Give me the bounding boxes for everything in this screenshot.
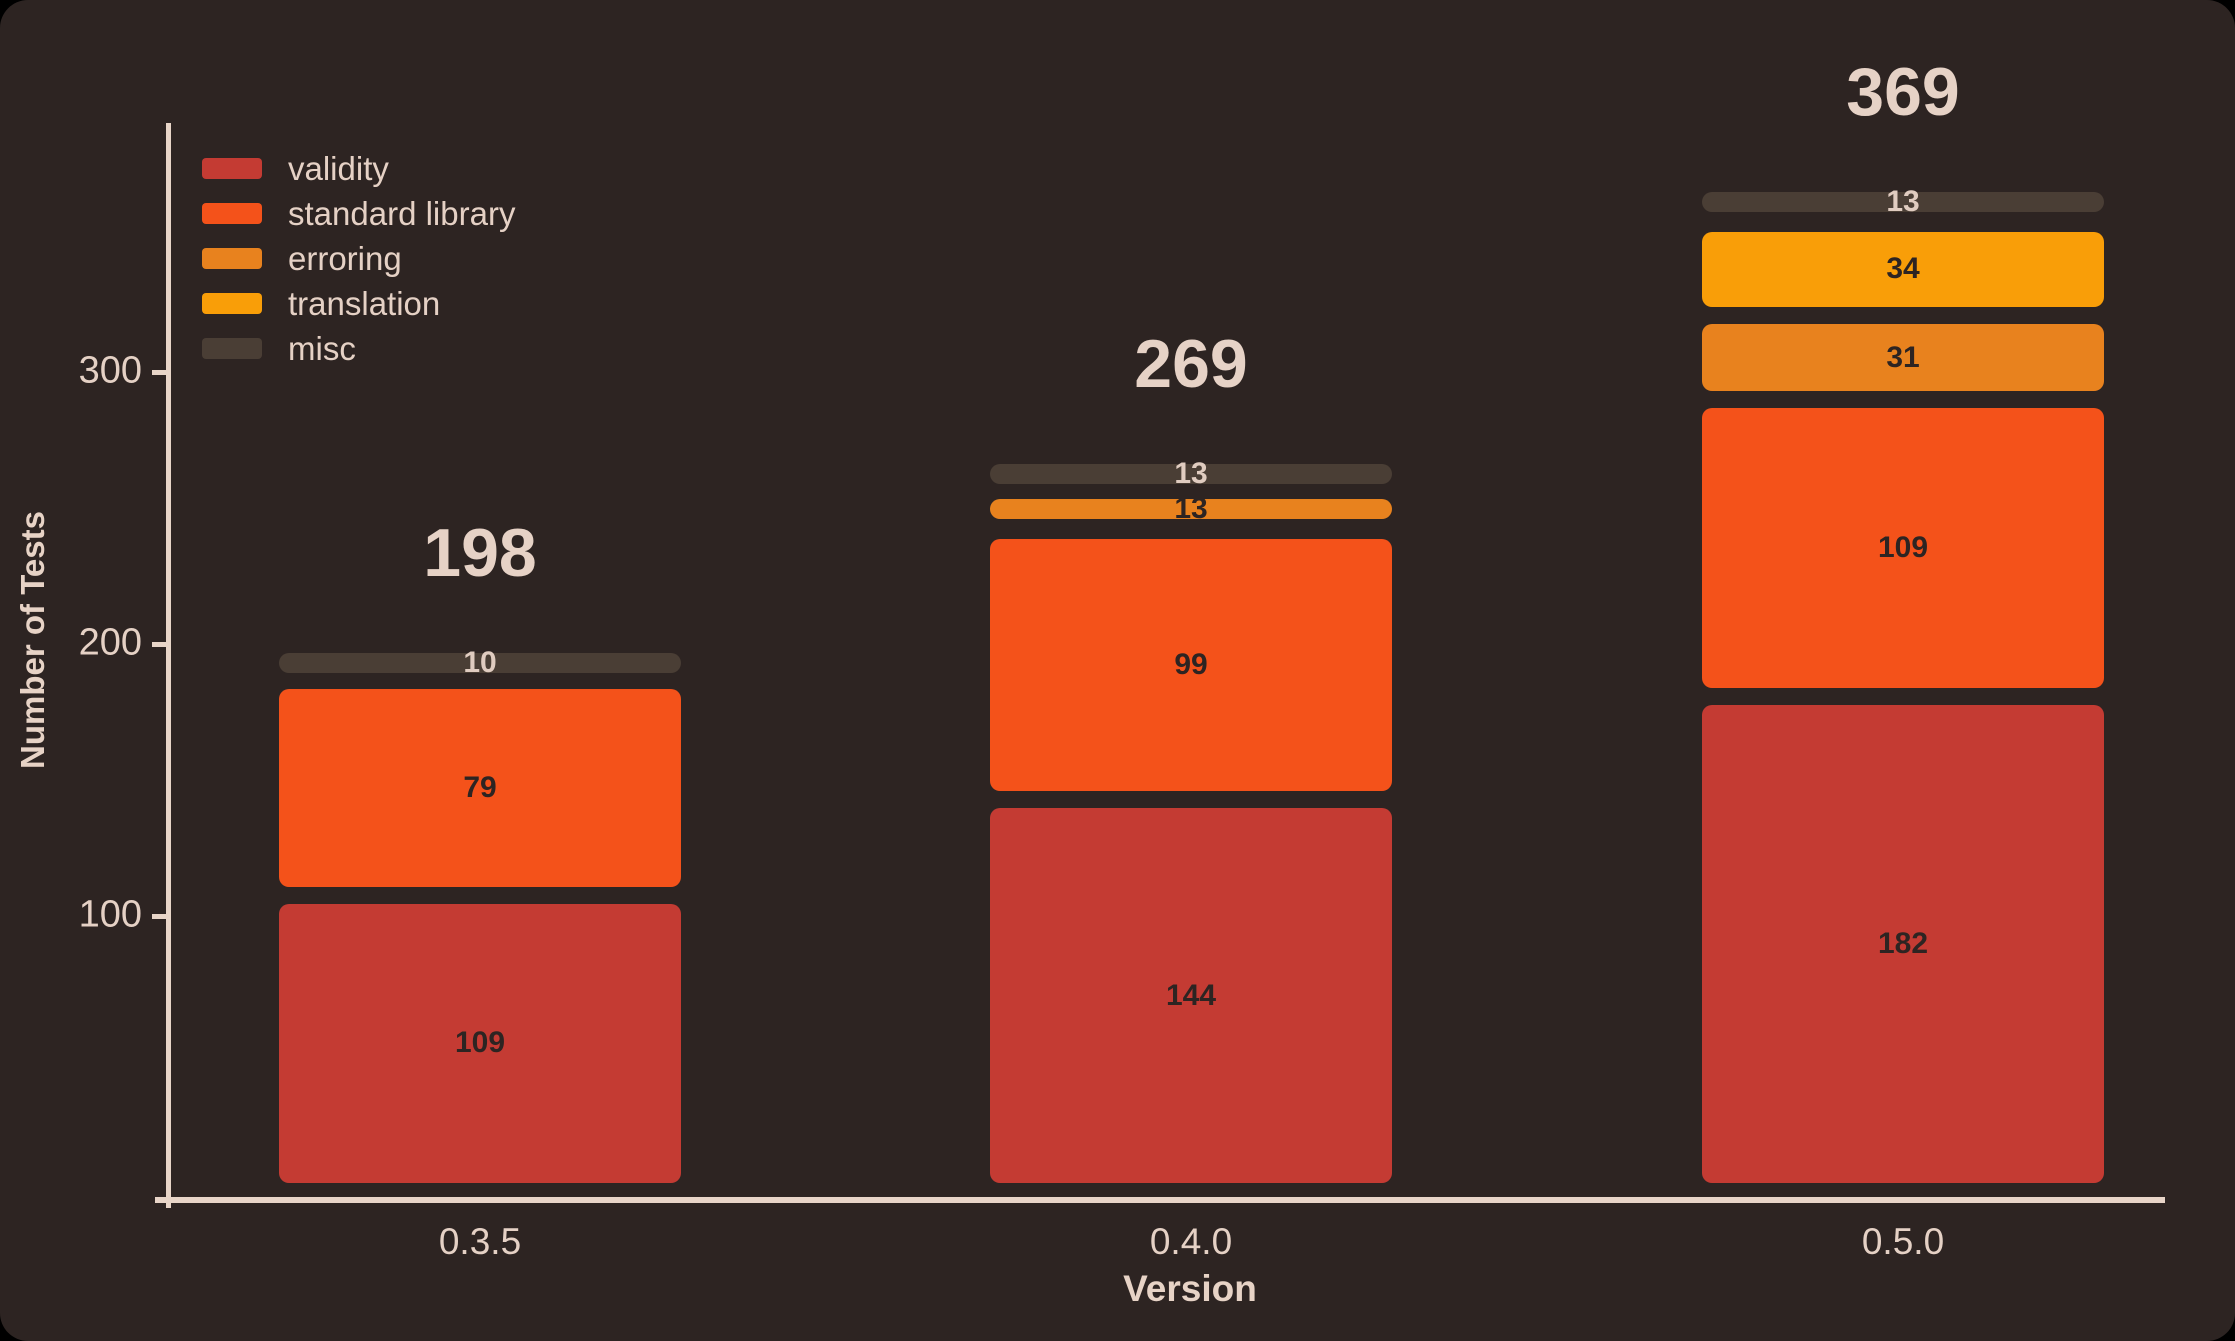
bar-total-label: 269 <box>1134 326 1248 402</box>
legend-swatch <box>202 158 262 179</box>
x-tick-label: 0.3.5 <box>438 1221 522 1262</box>
bar-segment-erroring: 13 <box>990 494 1392 524</box>
bar-segment-misc: 10 <box>279 648 681 678</box>
legend-swatch <box>202 248 262 269</box>
x-tick-label: 0.5.0 <box>1861 1221 1945 1262</box>
legend: validity standard library erroring translat… <box>202 152 515 383</box>
bar-total-label: 369 <box>1846 54 1960 130</box>
bar-segment-standard-library: 109 <box>1702 408 2104 688</box>
y-axis-line <box>166 123 171 1208</box>
bar-segment-value: 34 <box>1886 252 1920 286</box>
bar-segment-standard-library: 99 <box>990 539 1392 792</box>
x-tick-label: 0.4.0 <box>1149 1221 1233 1262</box>
y-tick-label: 300 <box>78 349 142 392</box>
bar-segment-value: 10 <box>463 646 497 680</box>
y-tick-label: 200 <box>78 621 142 664</box>
y-tick-mark <box>152 369 169 375</box>
legend-row-translation: translation <box>202 287 515 320</box>
bar-segment-validity: 144 <box>990 808 1392 1183</box>
bar-segment-misc: 13 <box>990 459 1392 489</box>
bar-segment-standard-library: 79 <box>279 688 681 887</box>
bar-segment-misc: 13 <box>1702 187 2104 217</box>
bar-segment-translation: 34 <box>1702 231 2104 308</box>
x-axis-line <box>155 1197 2165 1203</box>
bar-segment-value: 31 <box>1886 340 1920 374</box>
x-axis-title: Version <box>1123 1268 1257 1309</box>
y-tick-mark <box>152 641 169 647</box>
bar-segment-validity: 182 <box>1702 704 2104 1183</box>
legend-row-erroring: erroring <box>202 242 515 275</box>
bar-segment-value: 13 <box>1886 185 1920 218</box>
bar-segment-value: 182 <box>1877 926 1929 960</box>
bar-segment-erroring: 31 <box>1702 324 2104 392</box>
legend-label: misc <box>288 330 356 367</box>
bar-segment-value: 13 <box>1174 492 1208 526</box>
legend-swatch <box>202 203 262 224</box>
legend-label: validity <box>288 150 389 187</box>
legend-row-standard-library: standard library <box>202 197 515 230</box>
bar-segment-value: 109 <box>454 1026 506 1060</box>
legend-label: erroring <box>288 240 402 277</box>
legend-row-validity: validity <box>202 152 515 185</box>
legend-row-misc: misc <box>202 332 515 365</box>
bar-segment-value: 99 <box>1174 648 1208 682</box>
legend-label: translation <box>288 285 441 322</box>
bar-segment-value: 144 <box>1165 978 1217 1012</box>
y-tick-mark <box>152 913 169 919</box>
legend-swatch <box>202 338 262 359</box>
bar-total-label: 198 <box>423 515 537 592</box>
legend-label: standard library <box>288 195 516 232</box>
bar-segment-validity: 109 <box>279 903 681 1183</box>
legend-swatch <box>202 293 262 314</box>
y-axis-title: Number of Tests <box>14 511 51 769</box>
bar-segment-value: 109 <box>1877 531 1929 565</box>
y-tick-label: 100 <box>78 893 142 936</box>
bar-segment-value: 79 <box>463 770 497 804</box>
bar-segment-value: 13 <box>1174 457 1208 490</box>
